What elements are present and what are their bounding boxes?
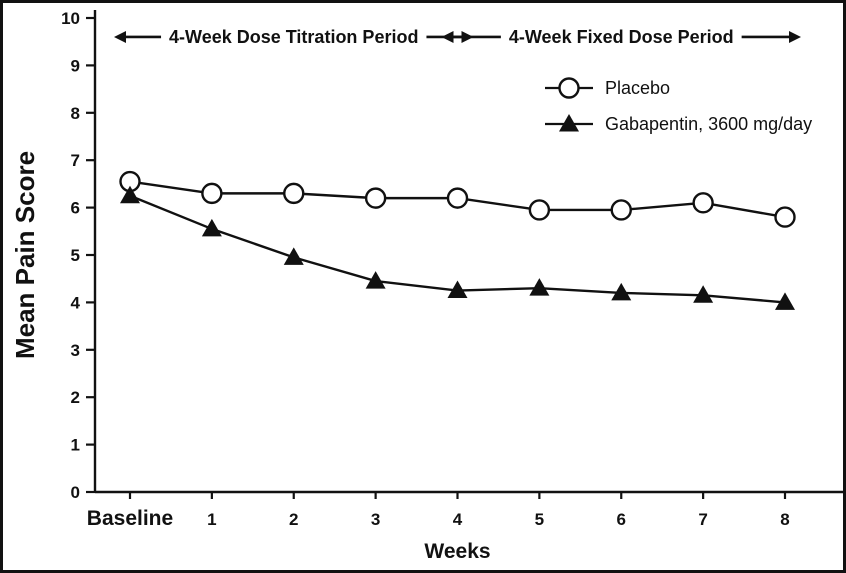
placebo-marker-icon xyxy=(201,182,223,205)
x-tick-label: 7 xyxy=(698,510,707,529)
y-tick-label: 4 xyxy=(71,293,81,312)
gabapentin-marker-icon xyxy=(447,280,468,299)
placebo-marker-icon xyxy=(283,182,305,205)
gabapentin-marker-icon xyxy=(559,114,579,132)
gabapentin-marker-icon xyxy=(120,185,140,204)
placebo-marker-icon xyxy=(774,206,796,228)
gabapentin-marker-icon xyxy=(775,292,795,310)
y-tick-label: 0 xyxy=(71,483,80,502)
y-tick-labels: 0 1 2 3 4 5 6 7 8 9 10 xyxy=(61,9,95,502)
y-tick-label: 5 xyxy=(71,246,80,265)
gabapentin-marker-icon xyxy=(283,247,304,265)
placebo-marker-icon xyxy=(364,187,387,209)
y-tick-label: 3 xyxy=(71,341,80,360)
series-gabapentin xyxy=(120,185,795,310)
x-axis-title: Weeks xyxy=(424,540,490,563)
placebo-marker-icon xyxy=(692,192,714,214)
y-tick-label: 2 xyxy=(71,388,80,407)
gabapentin-marker-icon xyxy=(365,271,386,289)
y-axis-title: Mean Pain Score xyxy=(10,151,40,359)
y-tick-label: 8 xyxy=(71,104,80,123)
arrow-left-icon xyxy=(114,30,126,43)
x-tick-label: Baseline xyxy=(87,507,173,530)
arrow-left-icon xyxy=(441,30,454,43)
gabapentin-marker-icon xyxy=(693,285,714,303)
x-tick-label: 3 xyxy=(371,510,380,529)
legend-item: Gabapentin, 3600 mg/day xyxy=(545,114,812,134)
y-tick-label: 10 xyxy=(61,9,80,28)
series-placebo xyxy=(119,170,796,228)
x-tick-label: 1 xyxy=(207,510,216,529)
y-tick-label: 1 xyxy=(71,436,80,455)
legend-label: Gabapentin, 3600 mg/day xyxy=(605,114,812,134)
legend-item: Placebo xyxy=(545,77,670,99)
y-tick-label: 7 xyxy=(71,151,80,170)
period-annotation-label: 4-Week Fixed Dose Period xyxy=(509,27,734,47)
gabapentin-marker-icon xyxy=(201,218,222,237)
x-tick-label: 2 xyxy=(289,510,298,529)
gabapentin-marker-icon xyxy=(611,282,632,301)
legend-label: Placebo xyxy=(605,78,670,98)
placebo-marker-icon xyxy=(446,187,469,209)
period-annotation: 4-Week Dose Titration Period xyxy=(114,27,474,47)
gabapentin-marker-icon xyxy=(529,278,550,296)
x-tick-label: 6 xyxy=(617,510,626,529)
period-annotation-label: 4-Week Dose Titration Period xyxy=(169,27,418,47)
arrow-right-icon xyxy=(789,30,801,43)
x-tick-label: 4 xyxy=(453,510,463,529)
placebo-marker-icon xyxy=(610,199,632,221)
y-tick-label: 9 xyxy=(71,56,80,75)
y-tick-label: 6 xyxy=(71,199,80,218)
x-tick-label: 8 xyxy=(780,510,789,529)
x-tick-label: 5 xyxy=(535,510,544,529)
x-tick-labels: Baseline 1 2 3 4 5 6 7 8 xyxy=(87,492,790,530)
placebo-marker-icon xyxy=(528,199,551,221)
placebo-marker-icon xyxy=(558,77,580,99)
period-annotation: 4-Week Fixed Dose Period xyxy=(441,27,801,47)
